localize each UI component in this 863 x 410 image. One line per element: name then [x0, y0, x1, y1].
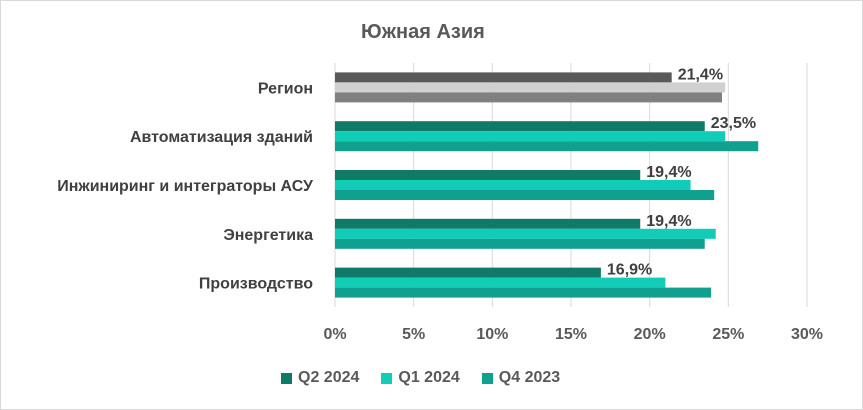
data-label: 23,5% [711, 115, 756, 132]
chart-title: Южная Азия [361, 21, 485, 43]
legend-item-q2-2024: Q2 2024 [281, 369, 359, 387]
bar [335, 218, 641, 229]
x-tick-label: 20% [634, 326, 666, 343]
category-label: Регион [258, 80, 313, 97]
bar [335, 180, 691, 190]
x-tick-label: 25% [712, 326, 744, 343]
bar [335, 72, 672, 83]
legend: Q2 2024 Q1 2024 Q4 2023 [281, 369, 560, 387]
x-tick-label: 0% [323, 326, 346, 343]
legend-label-q4-2023: Q4 2023 [498, 369, 561, 386]
bar [335, 267, 601, 278]
x-tick-label: 5% [402, 326, 425, 343]
bar [335, 92, 723, 103]
bar [335, 82, 726, 93]
category-label: Производство [199, 276, 313, 293]
x-tick-label: 10% [476, 326, 508, 343]
category-label: Энергетика [223, 227, 313, 244]
data-label: 21,4% [678, 66, 723, 83]
bar [335, 131, 726, 142]
legend-swatch-q2-2024 [281, 372, 292, 384]
bar [335, 287, 712, 298]
category-label: Автоматизация зданий [130, 129, 313, 146]
bar [335, 190, 715, 200]
legend-swatch-q4-2023 [481, 372, 493, 384]
x-tick-label: 15% [555, 326, 587, 343]
bar [335, 170, 641, 180]
legend-item-q1-2024: Q1 2024 [381, 369, 460, 387]
legend-swatch-q1-2024 [381, 372, 393, 384]
data-label: 19,4% [646, 164, 691, 181]
data-label: 16,9% [607, 262, 652, 279]
legend-label-q2-2024: Q2 2024 [298, 369, 360, 386]
bar [335, 141, 759, 152]
bar [335, 121, 705, 132]
bar [335, 277, 666, 288]
category-label: Инжиниринг и интеграторы АСУ [57, 178, 314, 195]
legend-label-q1-2024: Q1 2024 [398, 369, 460, 386]
bar [335, 228, 716, 239]
x-tick-label: 30% [791, 326, 823, 343]
data-label: 19,4% [646, 213, 691, 230]
bar [335, 238, 705, 249]
legend-item-q4-2023: Q4 2023 [481, 369, 561, 387]
